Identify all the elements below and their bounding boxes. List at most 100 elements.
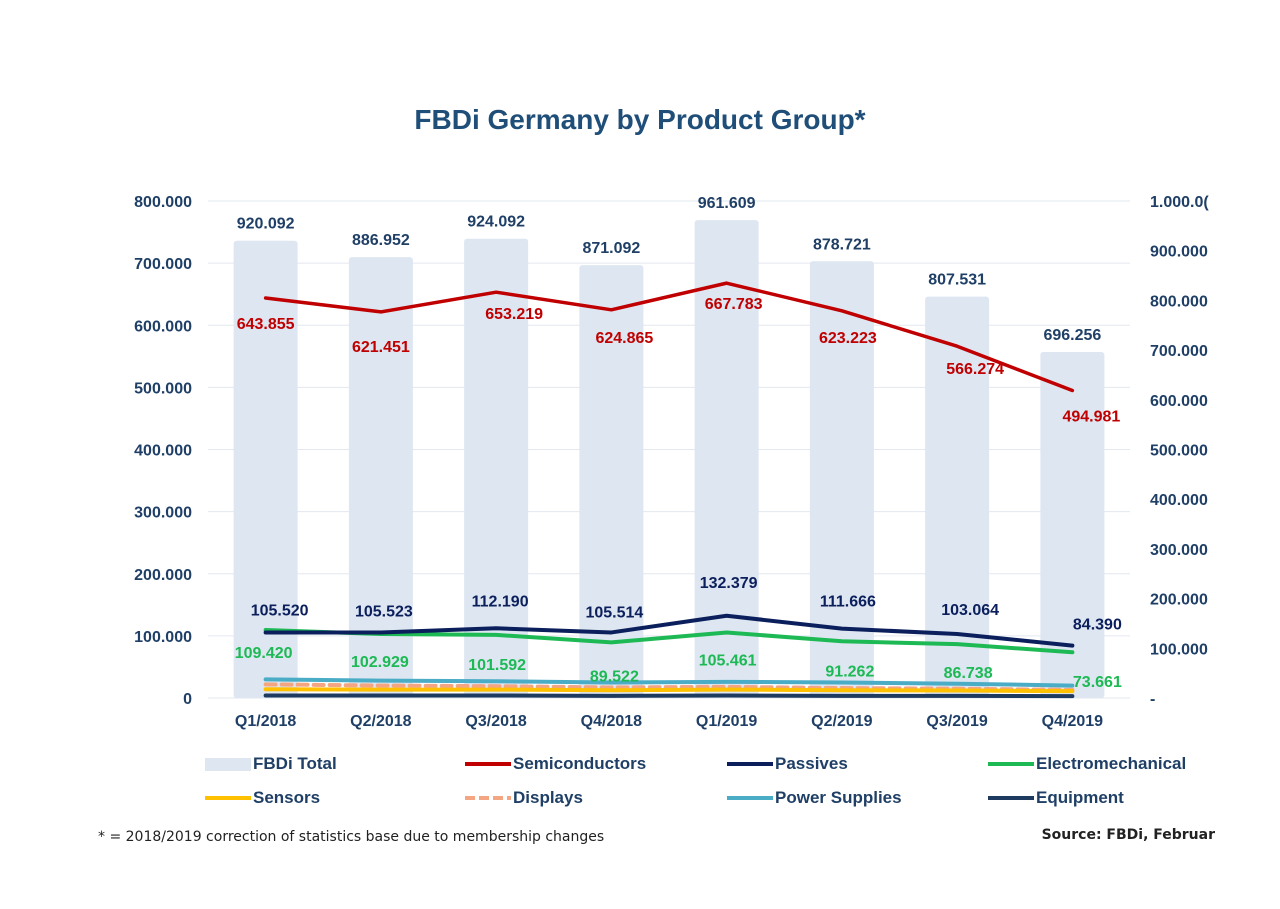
legend-swatch [205,796,251,800]
legend-item: Equipment [988,788,1124,808]
line-passives [263,613,1075,648]
right-axis-tick-label: 500.000 [1150,443,1208,460]
right-axis-tick-label: 600.000 [1150,393,1208,410]
legend-swatch [727,762,773,766]
legend-label: Power Supplies [775,788,902,807]
bar-data-label: 696.256 [1043,327,1101,344]
bar-data-label: 886.952 [352,232,410,249]
line-data-label: 84.390 [1073,617,1122,634]
legend-item: Sensors [205,788,320,808]
bar-fbdi-total [1040,351,1105,698]
line-data-label: 111.666 [820,594,876,611]
bar-data-label: 871.092 [582,240,640,257]
line-data-label: 667.783 [705,296,763,313]
left-axis-tick-label: 600.000 [134,318,192,335]
right-axis-tick-label: 900.000 [1150,244,1208,261]
bar-data-label: 924.092 [467,214,525,231]
legend-swatch [727,796,773,800]
right-axis-tick-label: 700.000 [1150,343,1208,360]
source-note: Source: FBDi, Februar [1041,827,1215,843]
right-axis-tick-label: - [1150,691,1155,708]
line-data-label: 105.514 [585,604,643,621]
legend-item: Power Supplies [727,788,902,808]
legend-item: Semiconductors [465,754,646,774]
right-axis-tick-label: 100.000 [1150,641,1208,658]
bar-data-label: 920.092 [237,216,295,233]
line-sensors [263,687,1075,694]
line-data-label: 624.865 [595,330,653,347]
right-axis-tick-label: 200.000 [1150,592,1208,609]
bar-data-label: 961.609 [698,195,756,212]
line-data-label: 105.523 [355,603,413,620]
left-axis-tick-label: 0 [183,691,192,708]
legend-item: Passives [727,754,848,774]
line-data-label: 89.522 [590,668,639,685]
legend-swatch [465,762,511,766]
bar-fbdi-total [925,296,990,698]
footnote: * = 2018/2019 correction of statistics b… [98,829,605,845]
left-axis-tick-label: 300.000 [134,505,192,522]
x-axis-tick-label: Q4/2018 [581,713,642,730]
bar-fbdi-total [694,220,759,698]
legend-label: Passives [775,754,848,773]
line-data-label: 101.592 [468,657,526,674]
bar-fbdi-total [579,265,644,698]
x-axis-tick-label: Q1/2019 [696,713,757,730]
x-axis-tick-label: Q2/2018 [350,713,411,730]
line-data-label: 132.379 [700,575,758,592]
bar-fbdi-total [348,257,413,698]
bar-data-label: 878.721 [813,236,871,253]
left-axis-tick-label: 100.000 [134,629,192,646]
x-axis-tick-label: Q4/2019 [1042,713,1103,730]
left-axis-tick-label: 700.000 [134,256,192,273]
line-equipment [263,693,1075,699]
left-axis-tick-label: 800.000 [134,194,192,211]
bar-fbdi-total [233,240,298,698]
bar-data-label: 807.531 [928,272,986,289]
x-axis-tick-label: Q1/2018 [235,713,296,730]
chart-title: FBDi Germany by Product Group* [414,104,866,135]
bar-fbdi-total [464,238,529,699]
line-data-label: 73.661 [1073,674,1122,691]
line-data-label: 494.981 [1062,408,1120,425]
legend-item: FBDi Total [205,754,337,774]
line-data-label: 566.274 [946,361,1004,378]
line-data-label: 643.855 [237,316,295,333]
legend-label: Semiconductors [513,754,647,773]
legend-label: Sensors [253,788,321,807]
line-data-label: 103.064 [941,602,999,619]
x-axis-tick-label: Q3/2018 [465,713,526,730]
left-axis-tick-label: 400.000 [134,443,192,460]
legend-swatch [988,796,1034,800]
left-axis-tick-label: 200.000 [134,567,192,584]
right-axis-tick-label: 800.000 [1150,293,1208,310]
line-data-label: 112.190 [472,593,529,610]
line-data-label: 105.520 [251,602,309,619]
line-data-label: 102.929 [351,654,409,671]
x-axis-tick-label: Q3/2019 [926,713,987,730]
line-data-label: 653.219 [485,306,543,323]
line-data-label: 86.738 [944,665,993,682]
right-axis-tick-label: 400.000 [1150,492,1208,509]
legend-label: Displays [513,788,583,807]
line-data-label: 105.461 [699,652,757,669]
line-data-label: 109.420 [235,645,293,662]
line-data-label: 91.262 [825,663,874,680]
legend-item: Displays [465,788,583,808]
line-power-supplies [263,677,1075,688]
line-electromechanical [263,628,1075,655]
bar-fbdi-total [809,261,874,698]
legend-swatch [205,757,251,771]
line-data-label: 621.451 [352,339,410,356]
legend-item: Electromechanical [988,754,1186,774]
legend-swatch [465,796,511,800]
right-axis-tick-label: 300.000 [1150,542,1208,559]
left-axis-tick-label: 500.000 [134,380,192,397]
legend-swatch [988,762,1034,766]
legend-label: Electromechanical [1036,754,1187,773]
right-axis-tick-label: 1.000.0( [1150,194,1209,211]
legend-label: FBDi Total [253,754,337,773]
legend-label: Equipment [1036,788,1124,807]
line-data-label: 623.223 [819,330,877,347]
